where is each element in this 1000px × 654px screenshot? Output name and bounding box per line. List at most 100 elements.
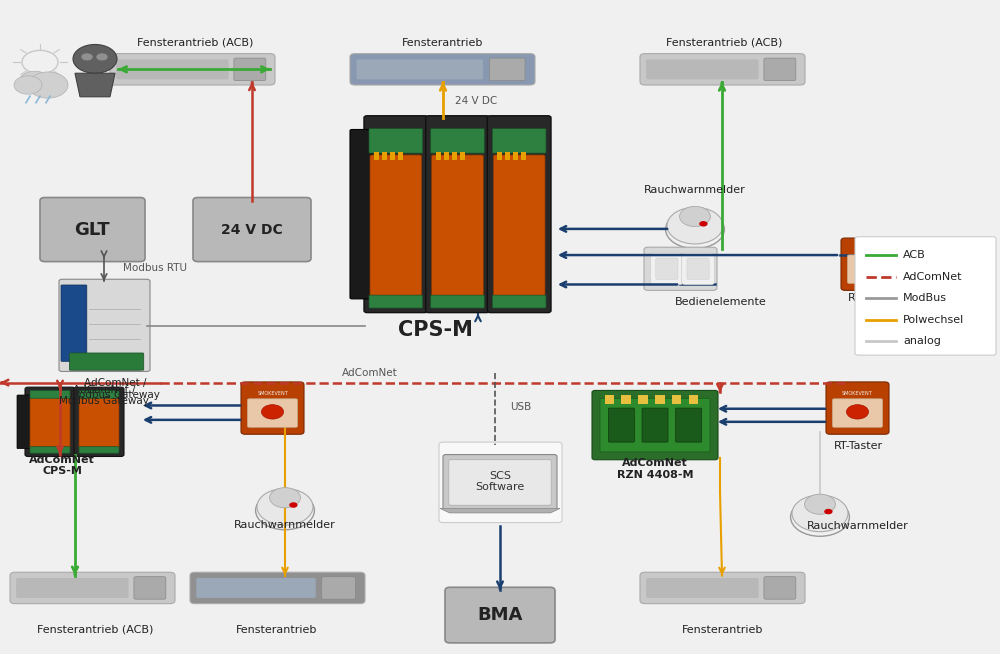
Text: Rauchwarnmelder: Rauchwarnmelder [234,519,336,530]
FancyBboxPatch shape [443,455,557,509]
FancyBboxPatch shape [432,155,483,296]
Bar [497,152,502,160]
FancyBboxPatch shape [110,54,275,85]
Circle shape [699,221,708,226]
Bar [638,395,648,404]
Bar [513,152,518,160]
FancyBboxPatch shape [70,353,144,370]
Text: AdComNet: AdComNet [903,271,962,282]
FancyBboxPatch shape [17,395,31,449]
FancyBboxPatch shape [79,398,119,449]
FancyBboxPatch shape [449,460,551,505]
Circle shape [680,207,710,226]
Bar [605,395,614,404]
Bar [672,395,681,404]
FancyBboxPatch shape [16,578,129,598]
FancyBboxPatch shape [247,399,298,427]
Bar [382,152,387,160]
Circle shape [805,494,835,514]
Text: Fensterantrieb (ACB): Fensterantrieb (ACB) [37,625,153,635]
Text: GLT: GLT [74,220,110,239]
Text: 24 V DC: 24 V DC [221,222,283,237]
FancyBboxPatch shape [356,60,483,79]
Text: AdComNet
RZN 4408-M: AdComNet RZN 4408-M [617,458,693,480]
Text: CPS-M: CPS-M [398,320,472,340]
Circle shape [262,405,284,419]
Bar [436,152,441,160]
FancyBboxPatch shape [764,577,796,599]
FancyBboxPatch shape [492,295,546,308]
Text: SCS
Software: SCS Software [475,470,525,492]
Text: SMOKEVENT: SMOKEVENT [257,392,288,396]
FancyBboxPatch shape [70,358,140,370]
FancyBboxPatch shape [682,253,714,284]
Text: USB: USB [510,402,531,412]
FancyBboxPatch shape [656,258,678,280]
Text: analog: analog [903,336,941,347]
FancyBboxPatch shape [676,408,702,442]
FancyBboxPatch shape [439,442,562,523]
FancyBboxPatch shape [364,116,428,313]
Text: Fensterantrieb: Fensterantrieb [682,625,764,635]
FancyBboxPatch shape [650,253,683,284]
Circle shape [861,261,884,275]
Circle shape [846,405,868,419]
FancyBboxPatch shape [646,60,759,79]
FancyBboxPatch shape [196,578,316,598]
Text: Polwechsel: Polwechsel [903,315,964,325]
Circle shape [96,53,108,61]
Circle shape [28,72,68,98]
Text: RT-Taster: RT-Taster [847,292,897,303]
FancyBboxPatch shape [855,237,996,355]
FancyBboxPatch shape [193,198,311,262]
Bar [655,395,665,404]
FancyBboxPatch shape [40,198,145,262]
Text: Rauchwarnmelder: Rauchwarnmelder [807,521,909,532]
Circle shape [792,495,848,532]
FancyBboxPatch shape [492,129,546,153]
FancyBboxPatch shape [847,255,898,283]
FancyBboxPatch shape [600,398,710,452]
FancyBboxPatch shape [25,387,75,456]
Text: SMOKEVENT: SMOKEVENT [842,392,873,396]
Text: 24 V DC: 24 V DC [455,96,497,107]
FancyBboxPatch shape [841,238,904,290]
FancyBboxPatch shape [369,129,423,153]
FancyBboxPatch shape [687,258,709,280]
FancyBboxPatch shape [487,116,551,313]
FancyBboxPatch shape [30,398,70,449]
FancyBboxPatch shape [61,285,87,361]
Text: Bedienelemente: Bedienelemente [675,297,767,307]
FancyBboxPatch shape [431,295,484,308]
Text: SMOKEVENT: SMOKEVENT [857,248,888,252]
Bar [398,152,403,160]
FancyBboxPatch shape [79,390,119,398]
FancyBboxPatch shape [322,577,355,599]
FancyBboxPatch shape [74,387,124,456]
FancyBboxPatch shape [350,129,372,299]
Text: BMA: BMA [477,606,523,624]
Circle shape [73,44,117,73]
Text: Modbus RTU: Modbus RTU [123,263,187,273]
FancyBboxPatch shape [493,155,545,296]
Bar [521,152,526,160]
Text: Fensterantrieb: Fensterantrieb [402,37,484,48]
Text: Rauchwarnmelder: Rauchwarnmelder [644,184,746,195]
FancyBboxPatch shape [369,295,423,308]
FancyBboxPatch shape [640,54,805,85]
FancyBboxPatch shape [592,390,718,460]
FancyBboxPatch shape [59,279,150,371]
Bar [452,152,457,160]
FancyBboxPatch shape [134,577,166,599]
Bar [390,152,395,160]
Bar [374,152,379,160]
FancyBboxPatch shape [445,587,555,643]
Text: ACB: ACB [903,250,926,260]
Bar [460,152,465,160]
Circle shape [270,488,300,508]
FancyBboxPatch shape [489,58,525,80]
Bar [505,152,510,160]
FancyBboxPatch shape [644,247,717,290]
Bar [621,395,631,404]
Text: AdComNet
CPS-M: AdComNet CPS-M [29,455,95,477]
